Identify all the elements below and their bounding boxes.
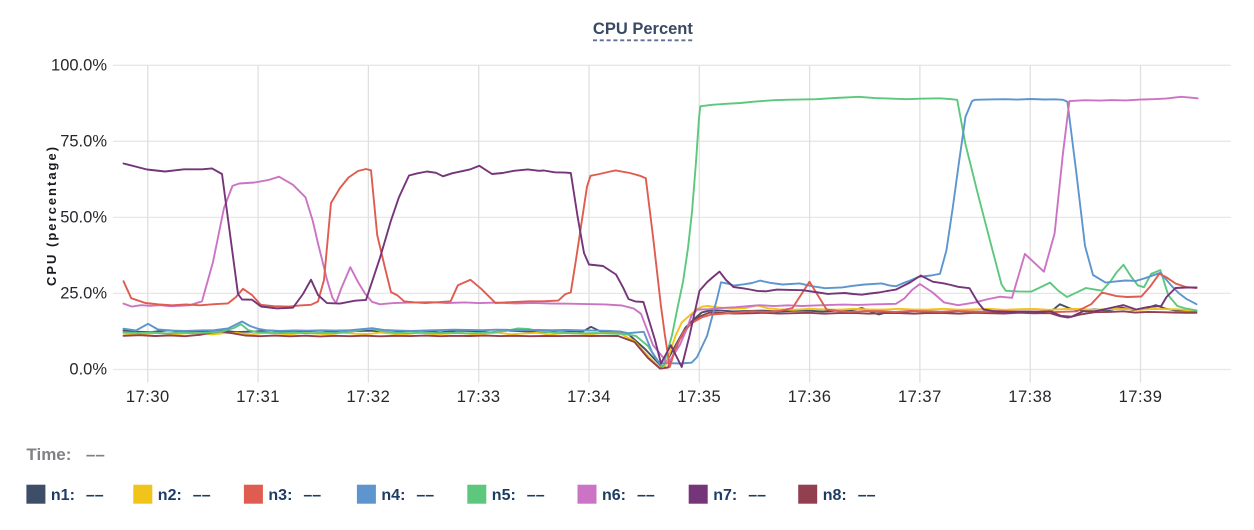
svg-text:0.0%: 0.0%: [69, 361, 107, 379]
svg-text:25.0%: 25.0%: [60, 285, 107, 303]
svg-text:17:37: 17:37: [898, 388, 942, 406]
svg-text:17:31: 17:31: [236, 388, 280, 406]
svg-text:17:30: 17:30: [126, 388, 170, 406]
svg-text:17:34: 17:34: [567, 388, 611, 406]
svg-text:n7:: n7:: [713, 487, 737, 504]
svg-text:CPU Percent: CPU Percent: [593, 20, 693, 38]
svg-text:––: ––: [527, 487, 545, 504]
svg-text:––: ––: [86, 445, 105, 464]
svg-text:n6:: n6:: [602, 487, 626, 504]
svg-text:n1:: n1:: [51, 487, 75, 504]
svg-text:––: ––: [858, 487, 876, 504]
svg-text:50.0%: 50.0%: [60, 209, 107, 227]
svg-text:––: ––: [86, 487, 104, 504]
svg-text:100.0%: 100.0%: [51, 57, 107, 75]
svg-text:n3:: n3:: [268, 487, 292, 504]
svg-text:17:36: 17:36: [788, 388, 832, 406]
svg-text:17:39: 17:39: [1119, 388, 1163, 406]
svg-text:n2:: n2:: [158, 487, 182, 504]
svg-text:––: ––: [193, 487, 211, 504]
svg-text:n4:: n4:: [381, 487, 405, 504]
svg-text:––: ––: [748, 487, 766, 504]
svg-text:––: ––: [637, 487, 655, 504]
svg-text:17:38: 17:38: [1008, 388, 1052, 406]
svg-text:75.0%: 75.0%: [60, 133, 107, 151]
svg-text:––: ––: [303, 487, 321, 504]
svg-text:17:32: 17:32: [347, 388, 391, 406]
svg-text:17:35: 17:35: [677, 388, 721, 406]
svg-text:––: ––: [416, 487, 434, 504]
svg-text:n5:: n5:: [492, 487, 516, 504]
svg-text:Time:: Time:: [26, 445, 71, 464]
svg-text:17:33: 17:33: [457, 388, 501, 406]
svg-text:n8:: n8:: [823, 487, 847, 504]
svg-text:CPU (percentage): CPU (percentage): [44, 145, 59, 286]
